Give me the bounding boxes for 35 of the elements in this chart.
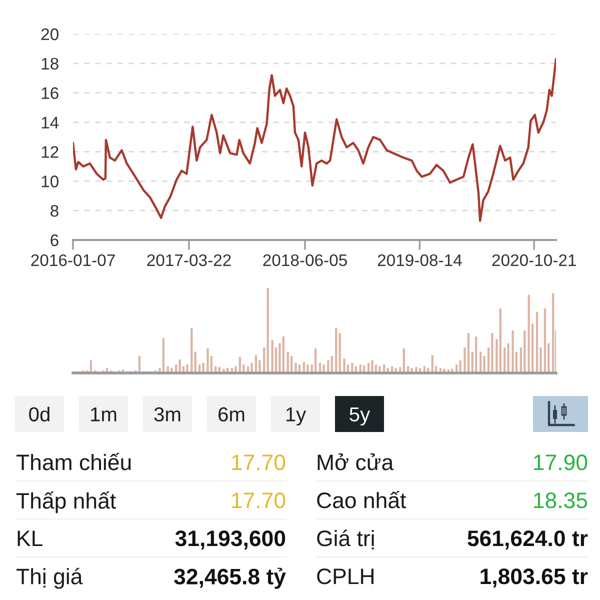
text: 5y xyxy=(350,407,370,426)
x-tick-label: 2016-01-07 xyxy=(31,254,115,266)
text: 1,803.65 tr xyxy=(480,568,588,588)
x-tick-label: 2018-06-05 xyxy=(263,254,347,266)
y-tick-label: 12 xyxy=(42,146,58,158)
text: 3m xyxy=(154,407,180,422)
text: 0d xyxy=(29,406,50,422)
category-label: Thấp nhất xyxy=(16,491,116,514)
category-label: CPLH xyxy=(317,568,374,584)
text: 31,193,600 xyxy=(175,530,286,550)
category-label: Mở cửa xyxy=(318,453,394,470)
text: 17.90 xyxy=(534,454,588,470)
y-tick-label: 10 xyxy=(42,176,58,188)
category-label: KL xyxy=(18,530,42,546)
text: 17.70 xyxy=(232,454,286,470)
y-tick-label: 6 xyxy=(50,234,58,246)
x-tick-label: 2019-08-14 xyxy=(378,254,462,266)
text: 17.70 xyxy=(232,492,286,508)
text: 6m xyxy=(218,407,244,422)
x-tick-label: 2020-10-21 xyxy=(492,254,576,266)
y-tick-label: 16 xyxy=(42,87,58,100)
category-label: Tham chiếu xyxy=(16,452,131,470)
text: 1m xyxy=(91,407,116,422)
y-tick-label: 20 xyxy=(41,28,58,40)
category-label: Giá trị xyxy=(317,530,374,550)
text: 1y xyxy=(286,407,306,426)
text: 32,465.8 tỷ xyxy=(174,568,286,589)
y-tick-label: 18 xyxy=(42,58,58,70)
y-tick-label: 14 xyxy=(42,116,59,128)
text: 18.35 xyxy=(534,492,588,508)
text: 561,624.0 tr xyxy=(468,530,588,550)
category-label: Cao nhất xyxy=(317,490,406,508)
category-label: Thị giá xyxy=(16,568,83,589)
y-tick-label: 8 xyxy=(50,204,58,217)
x-tick-label: 2017-03-22 xyxy=(147,254,231,266)
